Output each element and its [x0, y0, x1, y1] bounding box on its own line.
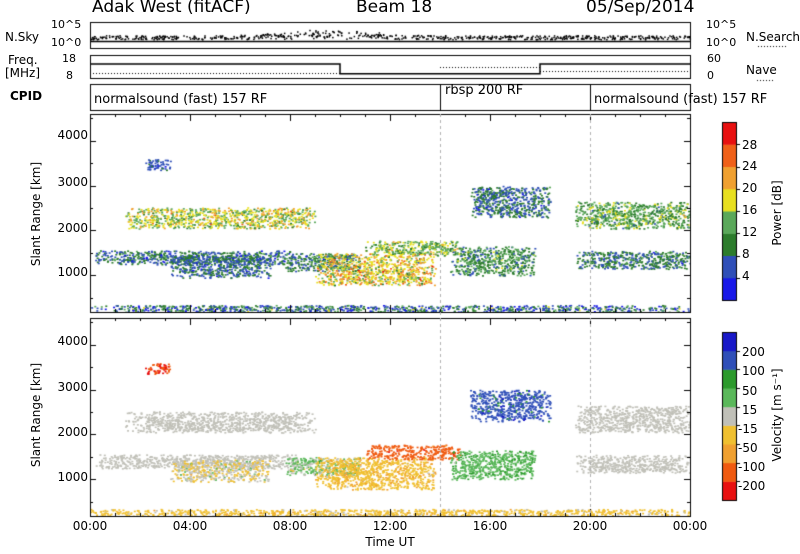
velocity-cbar-tick-15: 15: [742, 403, 758, 417]
velocity-cbar-tick-neg100: -100: [738, 460, 766, 474]
nsky-tick-top: 10^5: [51, 18, 82, 31]
power-cbar-tick-4: 4: [742, 269, 750, 283]
nave-tick-top: 60: [707, 52, 721, 65]
beam-title: Beam 18: [356, 0, 433, 17]
station-title: Adak West (fitACF): [92, 0, 251, 17]
velocity-cbar-tick-neg50: -50: [738, 441, 758, 455]
freq-tick-top: 18: [62, 52, 76, 65]
xtick-2000: 20:00: [572, 519, 608, 533]
power-cbar-tick-24: 24: [742, 159, 758, 173]
xtick-0800: 08:00: [272, 519, 308, 533]
velocity-cbar-tick-200: 200: [742, 345, 765, 359]
nave-label: Nave: [746, 63, 777, 77]
nave-tick-bottom: 0: [707, 69, 714, 82]
velocity-ytick-4000: 4000: [57, 334, 88, 348]
power-ylabel: Slant Range [km]: [29, 161, 43, 267]
velocity-cbar-tick-50: 50: [742, 384, 758, 398]
cpid-segment-2: rbsp 200 RF: [445, 83, 524, 98]
xtick-1200: 12:00: [372, 519, 408, 533]
power-ytick-1000: 1000: [57, 265, 88, 279]
xtick-0400: 04:00: [172, 519, 208, 533]
cpid-label: CPID: [10, 89, 43, 103]
nsearch-tick-top: 10^5: [706, 18, 737, 31]
velocity-ytick-3000: 3000: [57, 380, 88, 394]
date-title: 05/Sep/2014: [586, 0, 695, 17]
nsearch-label: N.Search: [746, 30, 800, 44]
nsky-label: N.Sky: [5, 30, 40, 44]
xtick-1600: 16:00: [472, 519, 508, 533]
power-cbar-tick-8: 8: [742, 247, 750, 261]
xtick-0000: 00:00: [72, 519, 108, 533]
power-cbar-tick-20: 20: [742, 181, 758, 195]
power-cbar-tick-12: 12: [742, 225, 758, 239]
velocity-cbar-tick-neg15: -15: [738, 422, 758, 436]
cpid-segment-3: normalsound (fast) 157 RF: [594, 92, 768, 107]
power-ytick-4000: 4000: [57, 128, 88, 142]
velocity-cbar-tick-100: 100: [742, 364, 765, 378]
velocity-ytick-1000: 1000: [57, 470, 88, 484]
power-cbar-tick-16: 16: [742, 203, 758, 217]
cpid-segment-1: normalsound (fast) 157 RF: [94, 92, 268, 107]
nsearch-tick-bottom: 10^0: [706, 36, 737, 49]
velocity-cbar-label: Velocity [m s⁻¹]: [770, 368, 784, 462]
velocity-ylabel: Slant Range [km]: [29, 362, 43, 468]
freq-tick-bottom: 8: [66, 69, 73, 82]
freq-unit-label: [MHz]: [5, 66, 41, 80]
nsky-tick-bottom: 10^0: [51, 36, 82, 49]
velocity-cbar-tick-neg200: -200: [738, 479, 766, 493]
xaxis-label: Time UT: [365, 535, 415, 549]
power-cbar-tick-28: 28: [742, 138, 758, 152]
power-ytick-2000: 2000: [57, 221, 88, 235]
velocity-ytick-2000: 2000: [57, 425, 88, 439]
power-ytick-3000: 3000: [57, 175, 88, 189]
xtick-2400: 00:00: [672, 519, 708, 533]
freq-label: Freq.: [8, 53, 38, 67]
power-cbar-label: Power [dB]: [770, 180, 784, 246]
